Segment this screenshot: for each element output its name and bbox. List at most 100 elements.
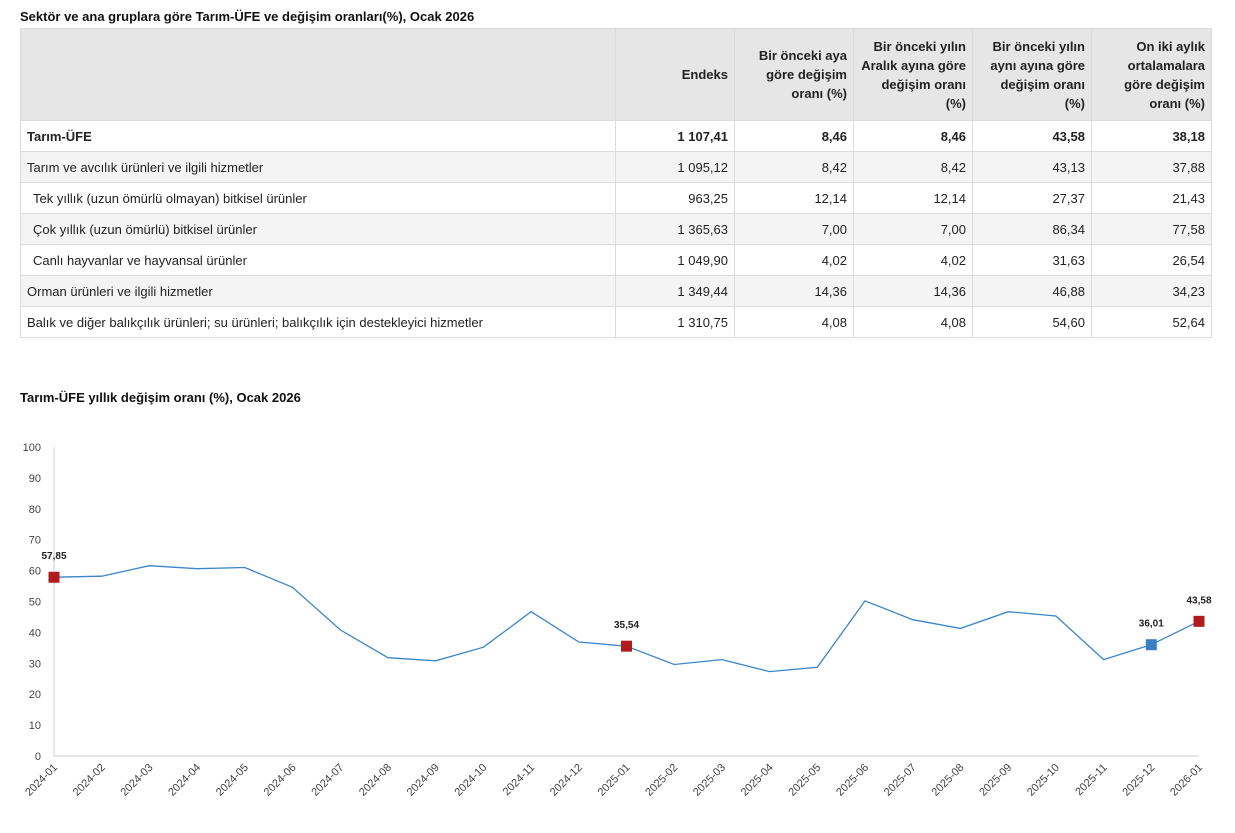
header-cell-annual-change: Bir önceki yılın aynı ayına göre değişim… [972,28,1092,121]
row-label: Çok yıllık (uzun ömürlü) bitkisel ürünle… [20,213,616,245]
data-label: 36,01 [1139,619,1164,630]
x-tick-label: 2025-09 [977,762,1014,799]
series-line [53,565,1200,673]
row-value: 12,14 [853,182,973,214]
row-value: 4,02 [734,244,854,276]
row-label: Balık ve diğer balıkçılık ürünleri; su ü… [20,306,616,338]
x-tick-label: 2024-01 [23,762,60,799]
y-tick-label: 10 [29,720,41,732]
table-row: Tek yıllık (uzun ömürlü olmayan) bitkise… [20,182,1212,214]
y-tick-label: 0 [35,751,41,763]
row-value: 38,18 [1091,120,1212,152]
row-value: 963,25 [615,182,735,214]
x-tick-label: 2024-12 [548,762,585,799]
y-tick-label: 40 [29,627,41,639]
row-value: 37,88 [1091,151,1212,183]
x-tick-label: 2024-05 [214,762,251,799]
row-value: 43,58 [972,120,1092,152]
x-tick-label: 2025-08 [930,762,967,799]
row-value: 86,34 [972,213,1092,245]
header-cell-twelve-month-average: On iki aylık ortalamalara göre değişim o… [1091,28,1212,121]
row-value: 14,36 [734,275,854,307]
x-tick-label: 2024-11 [501,762,537,798]
x-tick-label: 2024-04 [166,762,203,799]
table-title: Sektör ve ana gruplara göre Tarım-ÜFE ve… [20,9,475,24]
x-tick-label: 2024-09 [405,762,442,799]
row-value: 4,08 [853,306,973,338]
header-cell-monthly-change: Bir önceki aya göre değişim oranı (%) [734,28,854,121]
chart-title: Tarım-ÜFE yıllık değişim oranı (%), Ocak… [20,390,301,405]
row-value: 8,42 [734,151,854,183]
row-value: 26,54 [1091,244,1212,276]
data-label: 57,85 [41,551,66,562]
row-value: 4,08 [734,306,854,338]
x-tick-label: 2025-06 [834,762,871,799]
header-cell-endeks: Endeks [615,28,735,121]
table-row: Tarım-ÜFE 1 107,41 8,46 8,46 43,58 38,18 [20,120,1212,152]
x-tick-label: 2025-11 [1073,762,1109,798]
row-value: 52,64 [1091,306,1212,338]
y-tick-label: 90 [29,473,41,485]
x-tick-label: 2024-02 [71,762,108,799]
line-chart: 0 10 20 30 40 50 60 70 80 90 100 2024-01 2024-02 2024… [23,442,1212,799]
row-value: 7,00 [853,213,973,245]
x-tick-label: 2025-02 [643,762,680,799]
row-value: 21,43 [1091,182,1212,214]
row-value: 1 310,75 [615,306,735,338]
table-header-row: Endeks Bir önceki aya göre değişim oranı… [20,28,1212,121]
y-tick-label: 30 [29,658,41,670]
row-value: 8,46 [734,120,854,152]
row-value: 14,36 [853,275,973,307]
row-value: 12,14 [734,182,854,214]
row-label: Tek yıllık (uzun ömürlü olmayan) bitkise… [20,182,616,214]
data-label: 43,58 [1186,595,1211,606]
row-label: Orman ürünleri ve ilgili hizmetler [20,275,616,307]
x-tick-label: 2024-06 [262,762,299,799]
row-value: 54,60 [972,306,1092,338]
x-tick-label: 2026-01 [1168,762,1205,799]
row-label: Tarım ve avcılık ürünleri ve ilgili hizm… [20,151,616,183]
x-tick-label: 2024-08 [357,762,394,799]
row-value: 4,02 [853,244,973,276]
row-value: 8,42 [853,151,973,183]
y-tick-label: 50 [29,597,41,609]
data-point-marker [1193,615,1205,627]
row-value: 1 107,41 [615,120,735,152]
row-value: 27,37 [972,182,1092,214]
row-label: Tarım-ÜFE [20,120,616,152]
row-value: 1 349,44 [615,275,735,307]
row-value: 46,88 [972,275,1092,307]
ufe-table: Endeks Bir önceki aya göre değişim oranı… [20,28,1212,338]
data-point-marker [48,571,60,583]
row-value: 8,46 [853,120,973,152]
row-value: 7,00 [734,213,854,245]
row-label: Canlı hayvanlar ve hayvansal ürünler [20,244,616,276]
x-tick-label: 2025-03 [691,762,728,799]
y-tick-label: 70 [29,535,41,547]
table-row: Balık ve diğer balıkçılık ürünleri; su ü… [20,306,1212,338]
row-value: 34,23 [1091,275,1212,307]
x-tick-label: 2024-10 [452,762,489,799]
table-row: Tarım ve avcılık ürünleri ve ilgili hizm… [20,151,1212,183]
y-tick-label: 100 [23,442,41,454]
y-tick-label: 80 [29,504,41,516]
table-body: Tarım-ÜFE 1 107,41 8,46 8,46 43,58 38,18 Tarım… [20,120,1212,338]
table-row: Canlı hayvanlar ve hayvansal ürünler 1 04… [20,244,1212,276]
data-point-marker [621,640,632,652]
y-tick-label: 60 [29,566,41,578]
data-point-marker [1145,639,1157,651]
x-tick-label: 2025-10 [1025,762,1062,799]
data-label: 35,54 [614,620,639,631]
x-tick-label: 2024-03 [119,762,156,799]
x-tick-label: 2025-12 [1120,762,1157,799]
row-value: 1 095,12 [615,151,735,183]
x-tick-label: 2025-05 [786,762,823,799]
y-tick-label: 20 [29,689,41,701]
header-cell-name [20,28,616,121]
header-cell-december-change: Bir önceki yılın Aralık ayına göre değiş… [853,28,973,121]
x-tick-label: 2024-07 [309,762,346,799]
row-value: 77,58 [1091,213,1212,245]
table-row: Orman ürünleri ve ilgili hizmetler 1 349,… [20,275,1212,307]
table-row: Çok yıllık (uzun ömürlü) bitkisel ürünle… [20,213,1212,245]
x-tick-label: 2025-01 [596,762,633,799]
